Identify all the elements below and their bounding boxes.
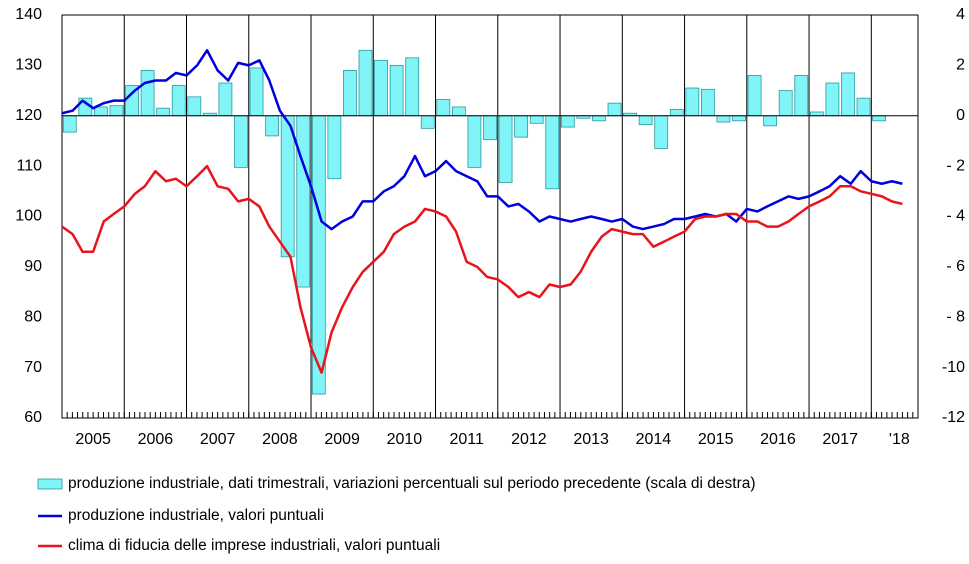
x-tick-label: 2006 xyxy=(138,431,174,448)
bar xyxy=(171,85,186,117)
bar xyxy=(841,72,855,117)
y-tick-label: 110 xyxy=(16,157,42,174)
bar xyxy=(498,115,513,183)
bar xyxy=(716,115,731,123)
legend-swatch xyxy=(37,478,63,490)
bar xyxy=(592,115,606,122)
y-tick-label: 100 xyxy=(15,208,42,225)
bar xyxy=(545,115,560,190)
bar xyxy=(109,105,124,117)
y-tick-label: 120 xyxy=(15,107,42,124)
bar xyxy=(825,82,840,117)
bar xyxy=(685,87,700,117)
legend-label: clima di fiducia delle imprese industria… xyxy=(68,537,440,554)
bar xyxy=(514,115,529,138)
bar xyxy=(669,109,684,117)
y-tick-label: 70 xyxy=(24,359,42,376)
y2-tick-label: -12 xyxy=(942,409,965,426)
y2-tick-label: -10 xyxy=(942,359,965,376)
bar xyxy=(436,98,451,117)
y2-tick-label: - 6 xyxy=(946,258,965,275)
bar xyxy=(529,115,544,124)
bar xyxy=(483,115,497,141)
bar xyxy=(856,97,871,117)
bar xyxy=(156,107,171,117)
y2-tick-label: 0 xyxy=(956,107,965,124)
bar xyxy=(451,106,466,117)
bar xyxy=(343,70,357,117)
bar xyxy=(732,115,746,122)
bar xyxy=(747,75,762,117)
x-tick-label: 2009 xyxy=(324,431,360,448)
x-tick-label: '18 xyxy=(889,431,910,448)
bar xyxy=(249,67,264,117)
y2-tick-label: - 4 xyxy=(946,208,965,225)
bar xyxy=(94,106,108,117)
x-tick-label: 2012 xyxy=(511,431,547,448)
x-tick-label: 2005 xyxy=(75,431,111,448)
x-tick-label: 2010 xyxy=(387,431,423,448)
bar xyxy=(560,115,575,128)
line xyxy=(61,49,903,231)
bar xyxy=(809,111,824,117)
bar xyxy=(265,115,280,137)
x-tick-label: 2013 xyxy=(573,431,609,448)
bar xyxy=(467,115,482,168)
bar xyxy=(654,115,669,149)
y2-tick-label: 2 xyxy=(956,57,965,74)
y-tick-label: 140 xyxy=(15,6,42,23)
bar xyxy=(778,90,793,117)
bar xyxy=(62,115,77,133)
bar xyxy=(140,70,155,117)
x-tick-label: 2008 xyxy=(262,431,298,448)
bar xyxy=(405,57,420,117)
x-tick-label: 2014 xyxy=(636,431,672,448)
bar xyxy=(187,96,202,117)
y-tick-label: 80 xyxy=(24,308,42,325)
legend-label: produzione industriale, dati trimestrali… xyxy=(68,475,756,492)
x-tick-label: 2017 xyxy=(822,431,858,448)
x-tick-label: 2007 xyxy=(200,431,236,448)
line xyxy=(61,164,903,374)
y2-tick-label: - 2 xyxy=(946,157,965,174)
bar xyxy=(420,115,435,129)
bar xyxy=(607,102,622,117)
bar xyxy=(358,49,373,117)
x-tick-label: 2011 xyxy=(449,431,484,448)
plot-frame xyxy=(61,14,919,419)
y-tick-label: 60 xyxy=(24,409,42,426)
bar xyxy=(234,115,248,168)
x-tick-label: 2016 xyxy=(760,431,796,448)
bar xyxy=(296,115,311,288)
bar xyxy=(638,115,653,125)
bar xyxy=(280,115,295,258)
y2-tick-label: 4 xyxy=(956,6,965,23)
bar xyxy=(327,115,342,180)
y-tick-label: 130 xyxy=(15,57,42,74)
bar xyxy=(374,59,388,117)
bar xyxy=(389,64,404,117)
legend-label: produzione industriale, valori puntuali xyxy=(68,507,324,524)
bar xyxy=(700,88,715,117)
bar xyxy=(872,115,886,122)
y2-tick-label: - 8 xyxy=(946,308,965,325)
bar xyxy=(763,115,778,127)
bar xyxy=(218,82,233,117)
bar xyxy=(794,75,809,117)
y-tick-label: 90 xyxy=(24,258,42,275)
x-tick-label: 2015 xyxy=(698,431,734,448)
